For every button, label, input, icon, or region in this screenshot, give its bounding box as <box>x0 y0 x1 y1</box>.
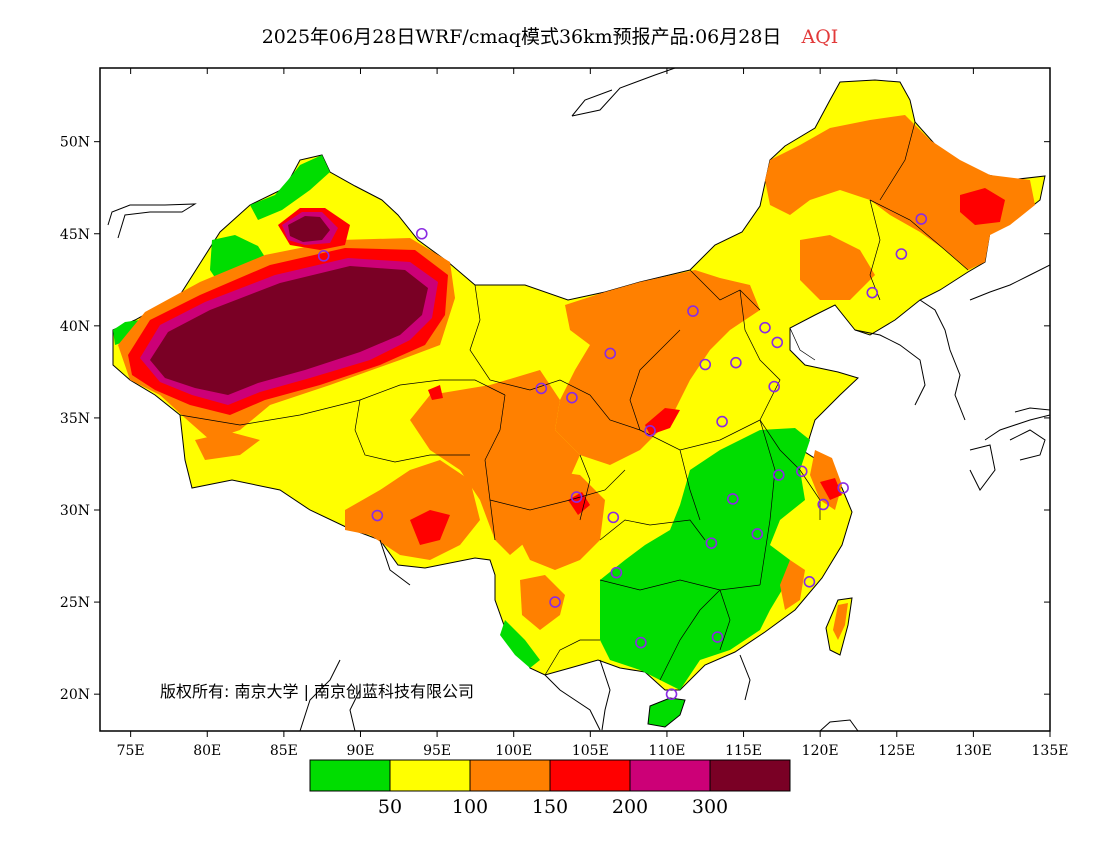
taiwan-orange <box>833 603 848 640</box>
station-marker <box>716 415 728 428</box>
station-marker <box>604 347 617 360</box>
title-main: 2025年06月28日WRF/cmaq模式36km预报产品:06月28日 <box>261 26 782 48</box>
legend-swatch <box>469 759 551 792</box>
aqi-region-green-sw <box>500 620 540 668</box>
station-marker <box>415 227 428 240</box>
y-tick-label: 40N <box>60 319 90 335</box>
aqi-legend: 50 100 150 200 300 <box>309 759 791 818</box>
station-marker <box>699 358 712 371</box>
aqi-region-maroon-xinjiang <box>150 266 428 395</box>
station-marker <box>570 491 583 503</box>
y-tick-label: 50N <box>60 135 90 151</box>
legend-label: 150 <box>532 796 568 818</box>
station-marker <box>837 482 849 494</box>
y-tick-label: 30N <box>60 503 90 519</box>
station-marker <box>772 469 785 481</box>
y-tick-label: 45N <box>60 227 90 243</box>
station-marker <box>795 465 808 478</box>
station-marker <box>711 631 724 643</box>
title-variable: AQI <box>801 26 839 48</box>
station-marker <box>665 688 678 700</box>
axis-ticks: 75E 80E 85E 90E 95E 100E 105E 110E 115E 120E 125E 1… <box>60 68 1069 759</box>
aqi-region-orange-east2 <box>780 560 805 610</box>
aqi-region-red-spot5 <box>820 478 842 500</box>
aqi-region-green-south <box>600 428 810 690</box>
x-tick-label: 80E <box>193 743 221 759</box>
aqi-region-red-spot3 <box>410 510 450 545</box>
coastlines <box>107 68 1050 731</box>
station-marker <box>687 305 699 317</box>
station-marker <box>607 511 620 524</box>
station-marker <box>895 248 908 260</box>
legend-swatch <box>549 759 631 792</box>
map-title: 2025年06月28日WRF/cmaq模式36km预报产品:06月28日 AQI <box>0 22 1100 49</box>
station-marker <box>566 391 578 404</box>
legend-label: 100 <box>452 796 488 818</box>
legend-label: 50 <box>378 796 402 818</box>
legend-swatch <box>389 759 471 792</box>
station-marker <box>610 566 623 579</box>
station-marker <box>644 425 656 437</box>
station-marker <box>759 321 771 334</box>
aqi-region-orange-yunnan <box>520 575 565 630</box>
copyright-text: 版权所有: 南京大学 | 南京创蓝科技有限公司 <box>160 682 474 701</box>
station-marker <box>730 356 742 369</box>
station-marker <box>817 498 830 511</box>
x-tick-label: 135E <box>1032 743 1069 759</box>
y-tick-label: 20N <box>60 687 90 703</box>
map-frame <box>99 67 1051 732</box>
legend-label: 200 <box>612 796 648 818</box>
aqi-region-orange-ne2 <box>800 235 875 300</box>
x-tick-label: 125E <box>878 743 915 759</box>
aqi-region-orange-tibet <box>345 460 480 560</box>
x-tick-label: 85E <box>270 743 298 759</box>
legend-swatch <box>309 759 391 792</box>
station-marker <box>535 382 548 395</box>
legend-swatch <box>629 759 711 792</box>
station-marker <box>771 336 784 349</box>
x-tick-label: 115E <box>725 743 762 759</box>
x-tick-label: 120E <box>802 743 839 759</box>
x-tick-label: 75E <box>117 743 145 759</box>
station-marker <box>751 528 764 540</box>
x-tick-label: 110E <box>648 743 685 759</box>
legend-label: 300 <box>692 796 728 818</box>
x-tick-label: 90E <box>346 743 374 759</box>
aqi-region-orange-ne <box>765 115 1035 270</box>
x-tick-label: 95E <box>423 743 451 759</box>
legend-swatch <box>709 759 791 792</box>
station-marker <box>549 596 561 608</box>
aqi-region-red-spot2 <box>960 188 1005 225</box>
x-tick-label: 130E <box>955 743 992 759</box>
province-boundaries <box>179 121 969 681</box>
station-marker <box>317 250 330 262</box>
aqi-region-red-spot6 <box>428 385 443 400</box>
aqi-region-red-spot4 <box>568 492 590 515</box>
y-tick-label: 35N <box>60 411 90 427</box>
station-marker <box>803 576 816 588</box>
x-tick-label: 105E <box>572 743 609 759</box>
station-marker <box>635 636 647 649</box>
x-tick-label: 100E <box>495 743 532 759</box>
station-marker <box>727 493 739 505</box>
station-marker <box>915 213 928 225</box>
station-marker <box>371 509 384 522</box>
aqi-region-green-nw1 <box>250 155 330 220</box>
aqi-region-maroon-north <box>288 216 330 242</box>
y-tick-label: 25N <box>60 595 90 611</box>
aqi-region-orange-north <box>555 270 760 465</box>
station-markers <box>317 213 928 700</box>
station-marker <box>705 537 718 549</box>
station-marker <box>866 286 879 299</box>
aqi-region-orange-ngreen-belt <box>195 432 260 460</box>
station-marker <box>768 380 780 393</box>
hainan-island <box>647 697 686 728</box>
aqi-field <box>107 68 1050 731</box>
